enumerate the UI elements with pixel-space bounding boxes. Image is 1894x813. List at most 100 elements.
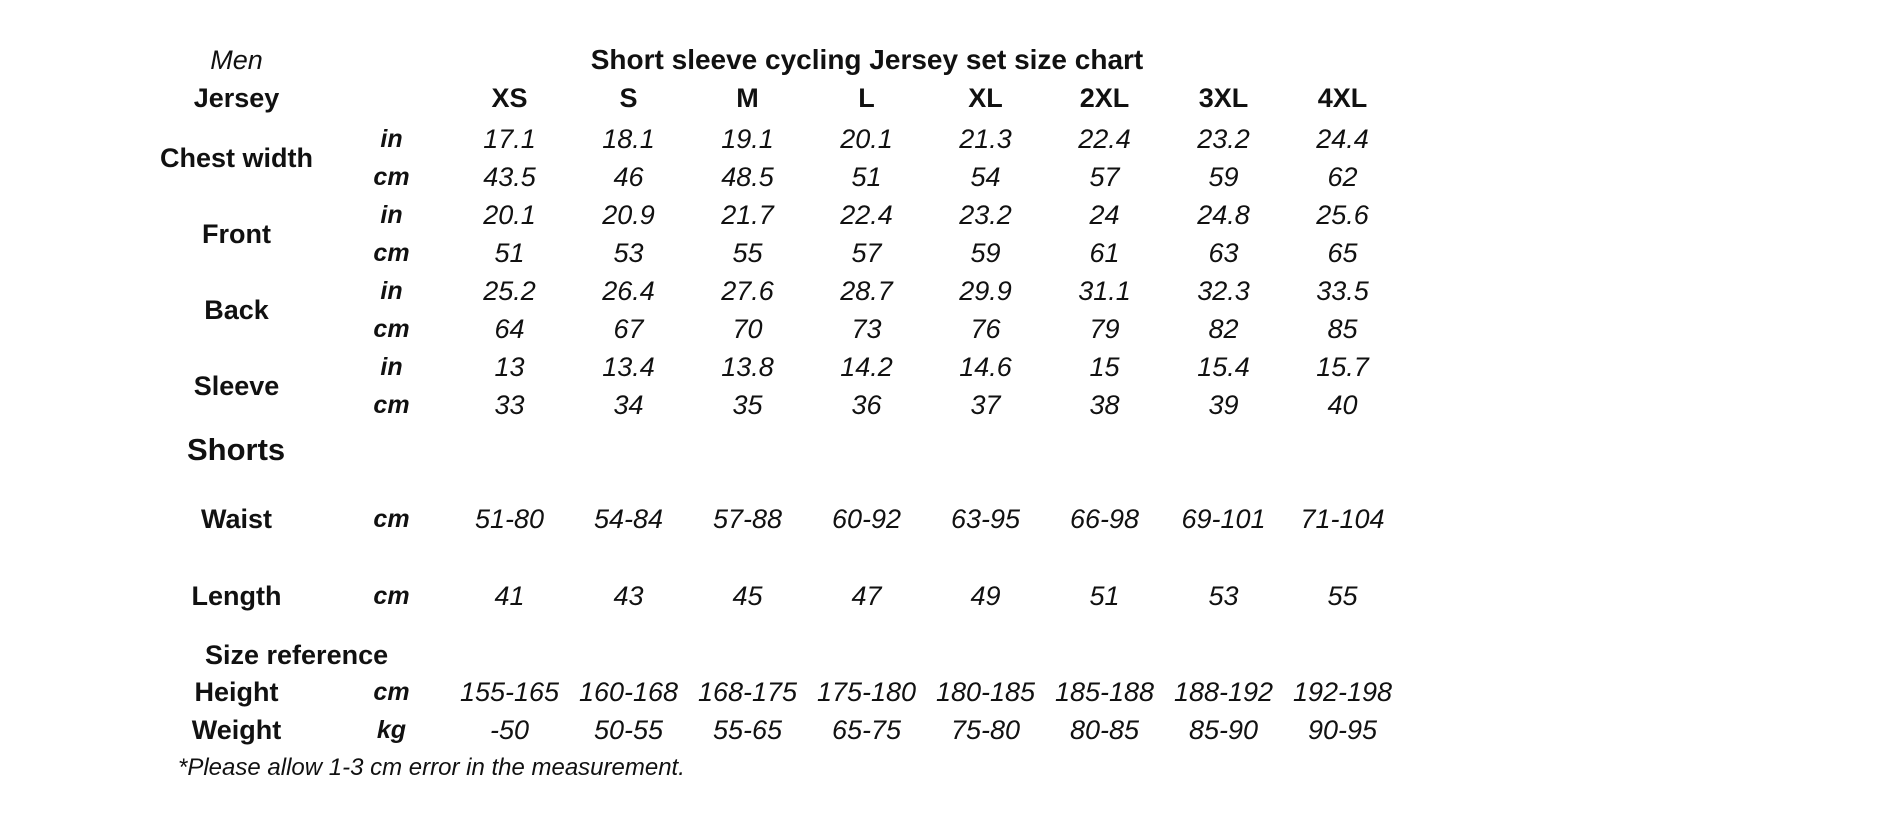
size-value: 33 bbox=[494, 389, 525, 420]
size-value: 155-165 bbox=[459, 676, 560, 707]
size-value: 23.2 bbox=[1197, 123, 1250, 154]
size-value: 63-95 bbox=[950, 503, 1021, 534]
size-value: 45 bbox=[732, 580, 763, 611]
size-value: 192-198 bbox=[1292, 676, 1393, 707]
size-value: 24.4 bbox=[1316, 123, 1369, 154]
size-value: 64 bbox=[494, 313, 525, 344]
size-header: S bbox=[619, 82, 638, 113]
measurement-row: in 20.1 20.9 21.7 22.4 23.2 24 24.8 25.6 bbox=[0, 196, 1894, 234]
size-value: 57-88 bbox=[712, 503, 783, 534]
size-value: 18.1 bbox=[602, 123, 655, 154]
measurement-row-waist: Waist cm 51-80 54-84 57-88 60-92 63-95 66-98 6… bbox=[0, 500, 1894, 538]
size-value: 185-188 bbox=[1054, 676, 1155, 707]
size-value: 25.6 bbox=[1316, 199, 1369, 230]
size-value: 175-180 bbox=[816, 676, 917, 707]
measurement-row: in 25.2 26.4 27.6 28.7 29.9 31.1 32.3 33.5 bbox=[0, 272, 1894, 310]
size-value: 188-192 bbox=[1173, 676, 1274, 707]
size-value: 23.2 bbox=[959, 199, 1012, 230]
unit-label: cm bbox=[373, 504, 410, 533]
size-value: 17.1 bbox=[483, 123, 536, 154]
chart-title: Short sleeve cycling Jersey set size cha… bbox=[590, 44, 1144, 75]
unit-label: cm bbox=[373, 390, 410, 419]
size-header: XL bbox=[968, 82, 1003, 113]
measurement-label: Waist bbox=[200, 503, 272, 534]
size-value: 59 bbox=[1208, 161, 1239, 192]
size-value: 22.4 bbox=[1078, 123, 1131, 154]
size-value: 24.8 bbox=[1197, 199, 1250, 230]
size-value: 43 bbox=[613, 580, 644, 611]
size-value: 24 bbox=[1089, 199, 1120, 230]
size-value: 41 bbox=[494, 580, 525, 611]
unit-label: cm bbox=[373, 238, 410, 267]
size-value: 53 bbox=[1208, 580, 1239, 611]
unit-label: in bbox=[380, 352, 403, 381]
size-value: 29.9 bbox=[959, 275, 1012, 306]
section-heading-shorts: Shorts bbox=[187, 432, 286, 467]
size-value: 38 bbox=[1089, 389, 1120, 420]
size-value: 31.1 bbox=[1078, 275, 1131, 306]
measurement-label: Front bbox=[202, 218, 271, 249]
size-value: 73 bbox=[851, 313, 882, 344]
size-value: 76 bbox=[970, 313, 1001, 344]
size-value: 90-95 bbox=[1307, 714, 1378, 745]
unit-label: cm bbox=[373, 581, 410, 610]
size-value: 51 bbox=[1089, 580, 1120, 611]
measurement-row-height: Height cm 155-165 160-168 168-175 175-180 18… bbox=[0, 673, 1894, 711]
size-value: 13.4 bbox=[602, 351, 655, 382]
size-value: 14.6 bbox=[959, 351, 1012, 382]
measurement-row: in 17.1 18.1 19.1 20.1 21.3 22.4 23.2 24.4 bbox=[0, 120, 1894, 158]
size-value: 82 bbox=[1208, 313, 1239, 344]
size-value: 46 bbox=[613, 161, 644, 192]
measurement-group-chest-width: Chest width in 17.1 18.1 19.1 20.1 21.3 22.4 2… bbox=[0, 120, 1894, 196]
size-value: 79 bbox=[1089, 313, 1120, 344]
size-value: 57 bbox=[1089, 161, 1120, 192]
size-value: 33.5 bbox=[1316, 275, 1369, 306]
size-value: 48.5 bbox=[721, 161, 774, 192]
jersey-heading-row: Jersey XS S M L XL 2XL 3XL 4XL bbox=[0, 76, 1894, 120]
size-value: 51 bbox=[494, 237, 525, 268]
size-value: 55-65 bbox=[712, 714, 783, 745]
size-value: 20.1 bbox=[840, 123, 893, 154]
size-value: 69-101 bbox=[1181, 503, 1266, 534]
size-value: 75-80 bbox=[950, 714, 1021, 745]
measurement-label: Back bbox=[204, 294, 269, 325]
size-value: 36 bbox=[851, 389, 882, 420]
size-value: 53 bbox=[613, 237, 644, 268]
size-value: 59 bbox=[970, 237, 1001, 268]
size-value: 67 bbox=[613, 313, 644, 344]
measurement-group-front: Front in 20.1 20.9 21.7 22.4 23.2 24 24.8 25.6 … bbox=[0, 196, 1894, 272]
size-header: 2XL bbox=[1079, 82, 1130, 113]
size-value: 63 bbox=[1208, 237, 1239, 268]
size-value: 61 bbox=[1089, 237, 1120, 268]
size-value: 15.4 bbox=[1197, 351, 1250, 382]
unit-label: in bbox=[380, 124, 403, 153]
measurement-footnote: *Please allow 1-3 cm error in the measur… bbox=[178, 754, 685, 781]
measurement-row: cm 51 53 55 57 59 61 63 65 bbox=[0, 234, 1894, 272]
size-value: 60-92 bbox=[831, 503, 902, 534]
size-value: 54 bbox=[970, 161, 1001, 192]
size-value: 35 bbox=[732, 389, 763, 420]
size-value: 180-185 bbox=[935, 676, 1036, 707]
size-value: 55 bbox=[732, 237, 763, 268]
size-value: 54-84 bbox=[593, 503, 664, 534]
section-heading-size-reference: Size reference bbox=[205, 639, 389, 670]
size-value: 71-104 bbox=[1300, 503, 1385, 534]
size-value: -50 bbox=[489, 714, 530, 745]
shorts-heading-row: Shorts bbox=[0, 424, 1894, 476]
size-value: 47 bbox=[851, 580, 882, 611]
measurement-label: Length bbox=[191, 580, 282, 611]
size-header: M bbox=[736, 82, 759, 113]
size-value: 51 bbox=[851, 161, 882, 192]
size-value: 168-175 bbox=[697, 676, 798, 707]
chart-header: Men Short sleeve cycling Jersey set size… bbox=[0, 34, 1894, 76]
unit-label: in bbox=[380, 276, 403, 305]
size-header: L bbox=[858, 82, 875, 113]
gender-label: Men bbox=[210, 45, 263, 75]
size-value: 14.2 bbox=[840, 351, 893, 382]
size-value: 43.5 bbox=[483, 161, 536, 192]
size-value: 19.1 bbox=[721, 123, 774, 154]
size-value: 27.6 bbox=[721, 275, 774, 306]
size-value: 25.2 bbox=[483, 275, 536, 306]
unit-label: kg bbox=[376, 715, 407, 744]
